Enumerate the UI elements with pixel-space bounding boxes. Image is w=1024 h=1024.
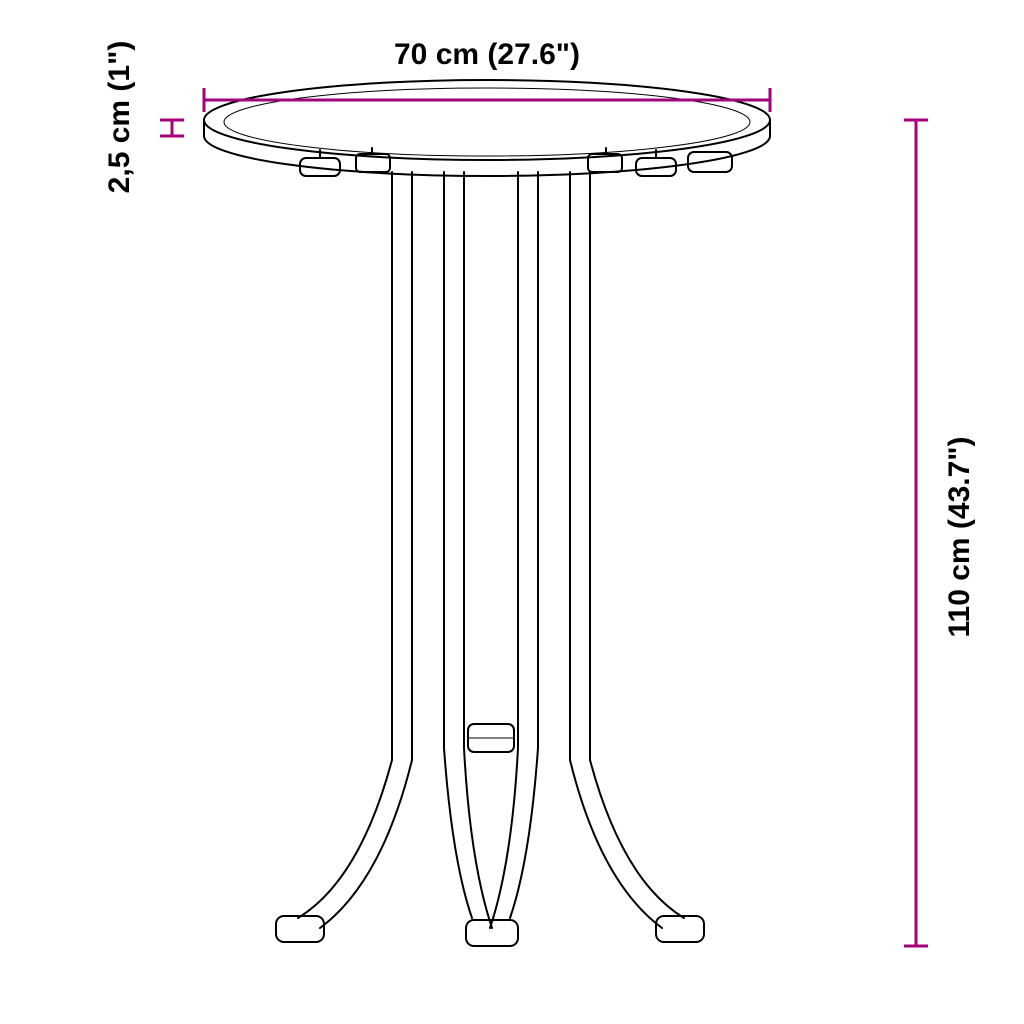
thickness-label: 2,5 cm (1") xyxy=(103,17,137,217)
height-label: 110 cm (43.7") xyxy=(943,417,977,657)
diagram-canvas: 70 cm (27.6") 110 cm (43.7") 2,5 cm (1") xyxy=(0,0,1024,1024)
dimension-lines xyxy=(0,0,1024,1024)
width-label: 70 cm (27.6") xyxy=(0,38,974,72)
